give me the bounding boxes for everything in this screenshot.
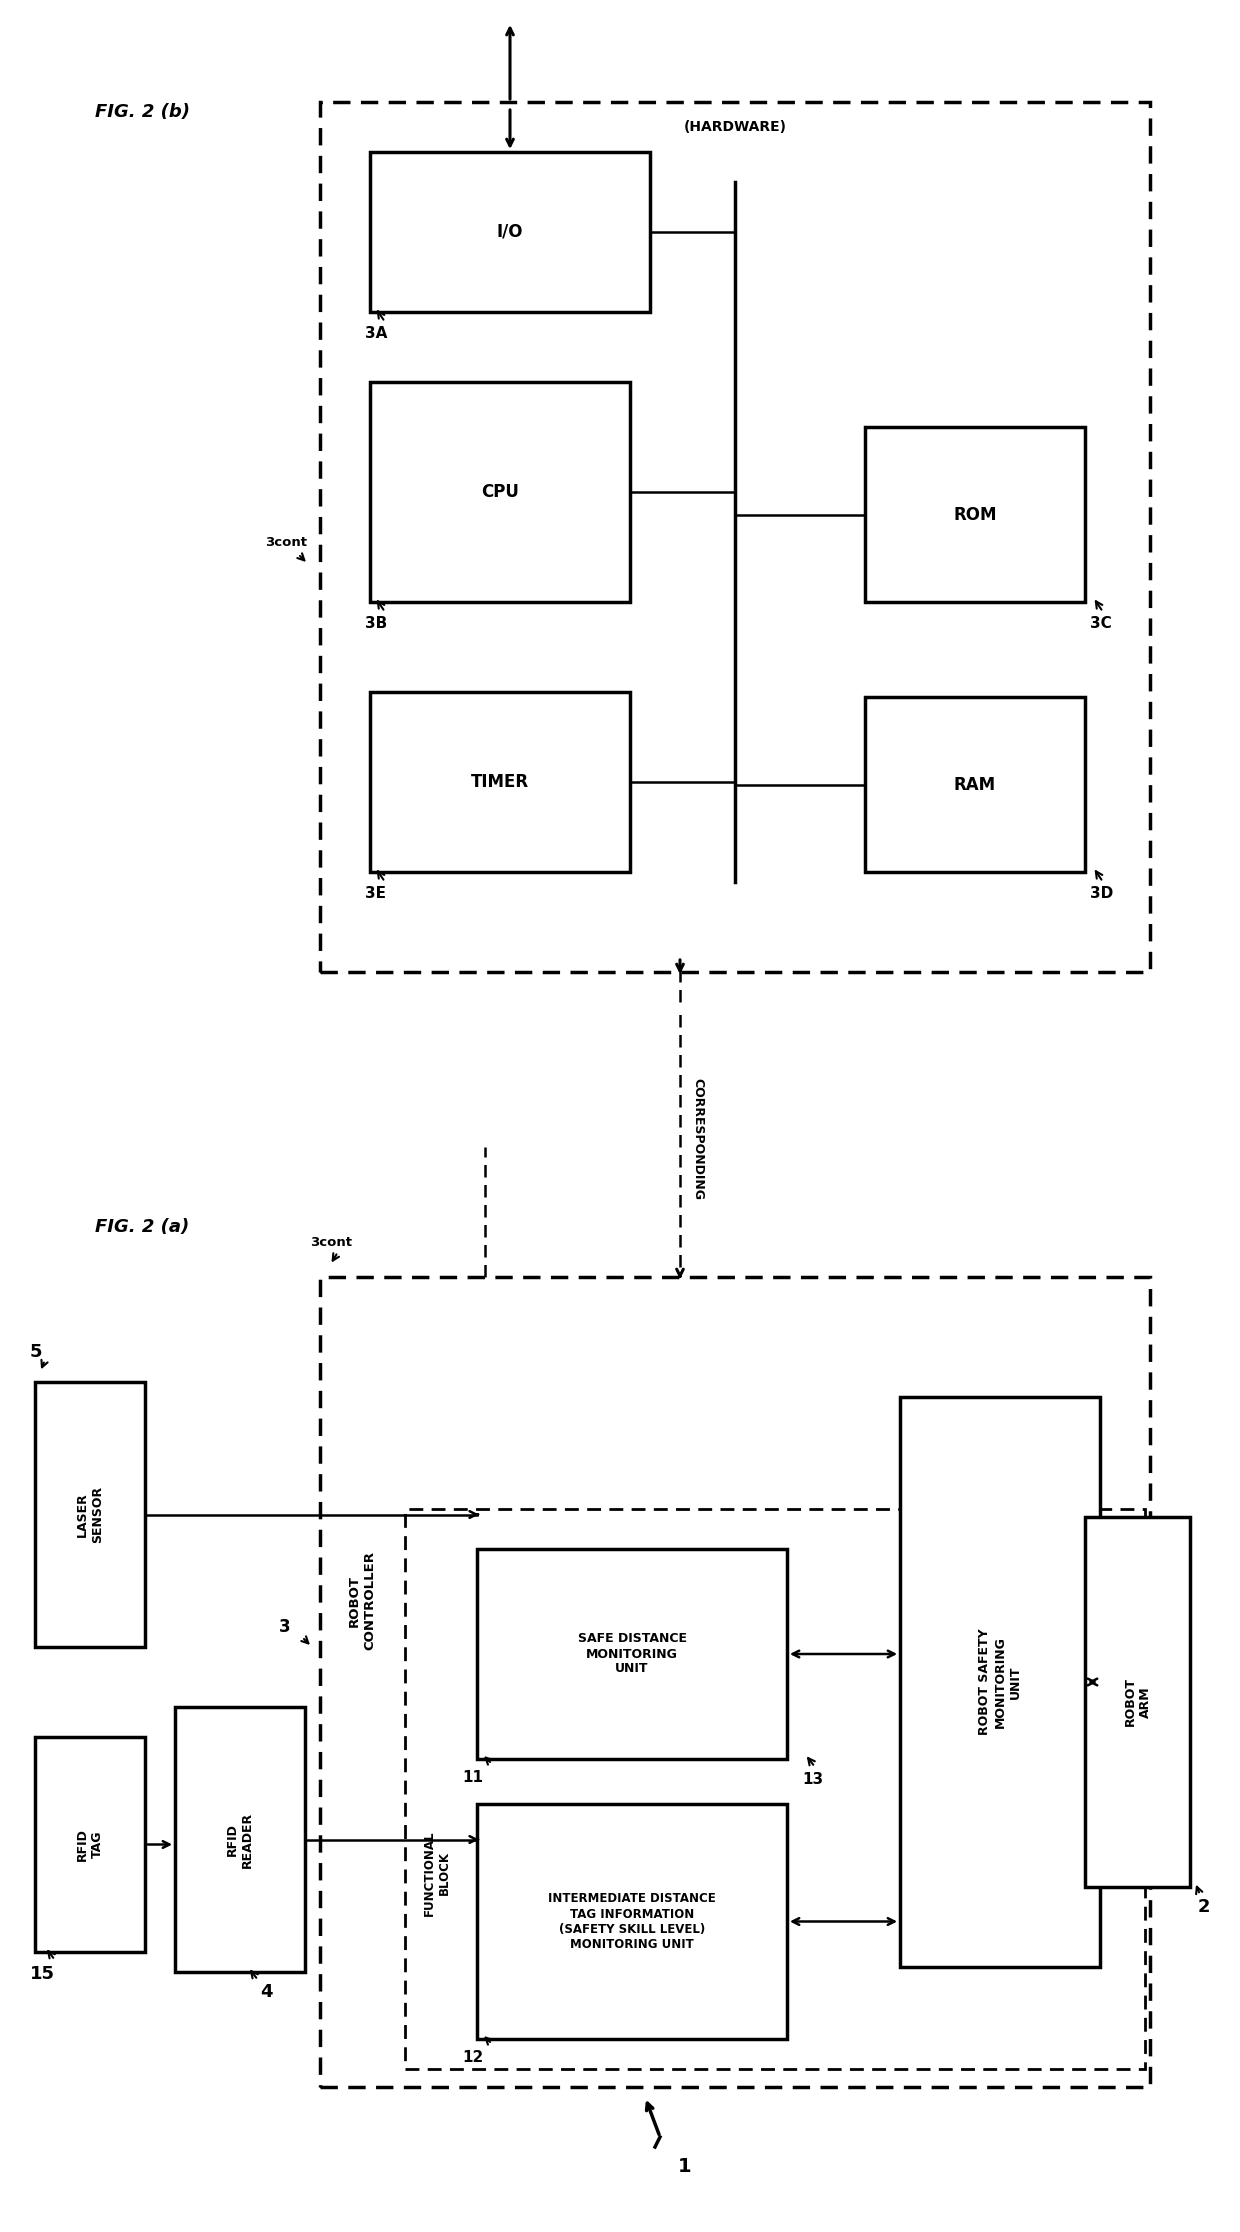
Text: ROBOT
ARM: ROBOT ARM — [1123, 1678, 1152, 1728]
Text: 12: 12 — [463, 2049, 484, 2065]
Text: RAM: RAM — [954, 775, 996, 795]
Text: LASER
SENSOR: LASER SENSOR — [76, 1487, 104, 1542]
Bar — [477, 1549, 787, 1759]
Text: 3E: 3E — [365, 886, 386, 902]
Text: 3A: 3A — [365, 326, 387, 341]
Bar — [1085, 1518, 1190, 1886]
Bar — [370, 692, 630, 873]
Text: RFID
TAG: RFID TAG — [76, 1828, 104, 1861]
Text: CORRESPONDING: CORRESPONDING — [692, 1078, 704, 1201]
Text: RFID
READER: RFID READER — [226, 1812, 254, 1868]
Text: 3: 3 — [278, 1618, 290, 1636]
Bar — [866, 696, 1085, 873]
Text: 3D: 3D — [1090, 886, 1114, 902]
Text: 3C: 3C — [1090, 616, 1112, 632]
Text: FIG. 2 (a): FIG. 2 (a) — [95, 1219, 190, 1237]
Text: 5: 5 — [30, 1344, 42, 1362]
Text: ROM: ROM — [954, 504, 997, 525]
Text: 3cont: 3cont — [265, 536, 308, 549]
Text: 4: 4 — [260, 1982, 273, 2002]
Text: 1: 1 — [678, 2158, 692, 2176]
Bar — [320, 103, 1149, 971]
Bar — [320, 1277, 1149, 2087]
Text: I/O: I/O — [497, 223, 523, 241]
Text: TIMER: TIMER — [471, 772, 529, 790]
Text: FUNCTIONAL
BLOCK: FUNCTIONAL BLOCK — [423, 1830, 451, 1915]
Bar — [866, 426, 1085, 603]
Bar — [35, 1382, 145, 1647]
Text: INTERMEDIATE DISTANCE
TAG INFORMATION
(SAFETY SKILL LEVEL)
MONITORING UNIT: INTERMEDIATE DISTANCE TAG INFORMATION (S… — [548, 1893, 715, 1951]
Bar — [175, 1707, 305, 1973]
Bar — [477, 1803, 787, 2040]
Text: 15: 15 — [30, 1964, 55, 1982]
Bar — [35, 1736, 145, 1953]
Text: 13: 13 — [802, 1772, 823, 1786]
Bar — [405, 1509, 1145, 2069]
Text: 3cont: 3cont — [310, 1237, 352, 1248]
Bar — [370, 382, 630, 603]
Text: ROBOT SAFETY
MONITORING
UNIT: ROBOT SAFETY MONITORING UNIT — [978, 1629, 1022, 1734]
Text: SAFE DISTANCE
MONITORING
UNIT: SAFE DISTANCE MONITORING UNIT — [578, 1632, 687, 1676]
Text: 2: 2 — [1198, 1897, 1210, 1915]
Bar — [370, 152, 650, 312]
Text: (HARDWARE): (HARDWARE) — [683, 121, 786, 134]
Text: CPU: CPU — [481, 482, 518, 500]
Text: FIG. 2 (b): FIG. 2 (b) — [95, 103, 190, 121]
Text: 3B: 3B — [365, 616, 387, 632]
Bar — [900, 1397, 1100, 1966]
Text: 11: 11 — [463, 1770, 484, 1786]
Text: ROBOT
CONTROLLER: ROBOT CONTROLLER — [348, 1551, 376, 1649]
